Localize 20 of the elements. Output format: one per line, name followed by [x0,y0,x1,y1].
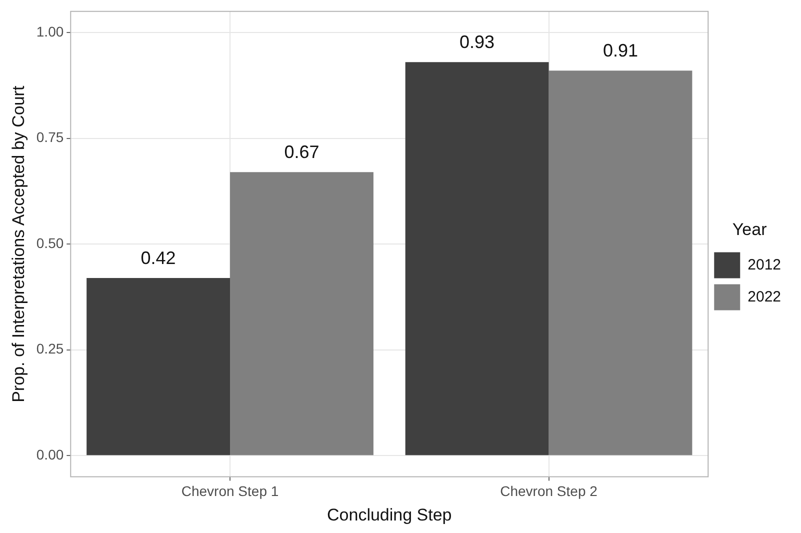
legend-title: Year [732,220,768,239]
data-label: 0.42 [140,248,176,268]
data-label: 0.93 [460,32,495,52]
legend-label: 2012 [748,256,782,274]
bar [230,172,374,456]
y-tick-label: 1.00 [36,23,64,40]
y-tick-label: 0.00 [36,446,64,463]
y-tick-label: 0.75 [36,129,64,146]
y-tick-label: 0.25 [36,340,64,357]
data-label: 0.91 [602,40,638,61]
data-label: 0.67 [284,142,320,162]
y-axis-title: Prop. of Interpretations Accepted by Court [8,86,28,402]
x-tick-label: Chevron Step 2 [500,483,598,500]
legend-label: 2022 [748,288,782,306]
bar [548,70,692,456]
y-tick-label: 0.50 [36,234,64,251]
x-axis-title: Concluding Step [327,505,452,524]
bar [86,278,230,456]
bar [405,62,549,456]
x-tick-label: Chevron Step 1 [181,483,279,500]
